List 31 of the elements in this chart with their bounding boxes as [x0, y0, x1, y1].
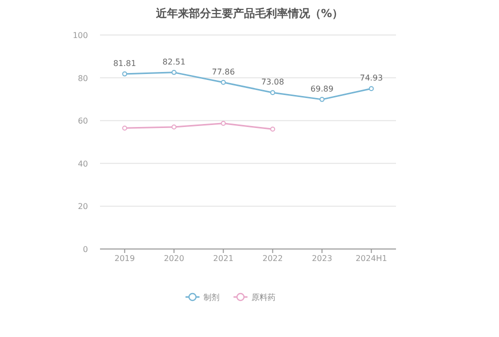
y-tick-label: 0 — [82, 245, 88, 254]
x-tick-label: 2021 — [213, 254, 234, 263]
x-tick-label: 2020 — [164, 254, 184, 263]
legend-label: 制剂 — [204, 293, 220, 302]
x-tick-label: 2022 — [262, 254, 283, 263]
data-label: 69.89 — [310, 84, 334, 94]
point — [270, 126, 276, 132]
point — [122, 71, 128, 76]
point — [270, 90, 276, 96]
y-tick-label: 80 — [78, 74, 88, 83]
data-label: 82.51 — [162, 57, 186, 66]
data-label: 74.93 — [360, 74, 383, 83]
point — [122, 126, 128, 131]
y-tick-label: 20 — [78, 202, 88, 212]
chart-title: 近年来部分主要产品毛利率情况（%） — [154, 7, 344, 20]
point — [172, 70, 176, 75]
legend-label: 原料药 — [252, 293, 276, 302]
point — [368, 86, 374, 92]
data-label: 77.86 — [212, 67, 235, 76]
data-label: 81.81 — [113, 58, 136, 68]
x-tick-label: 2019 — [114, 254, 135, 263]
point — [320, 96, 324, 102]
point — [220, 80, 226, 85]
y-tick-label: 100 — [72, 31, 88, 40]
point — [220, 120, 226, 126]
x-tick-label: 2023 — [312, 254, 332, 263]
y-tick-label: 60 — [78, 116, 88, 126]
data-label: 73.08 — [261, 78, 284, 87]
point — [172, 124, 176, 130]
y-tick-label: 40 — [78, 159, 88, 168]
x-tick-label: 2024H1 — [356, 254, 388, 263]
